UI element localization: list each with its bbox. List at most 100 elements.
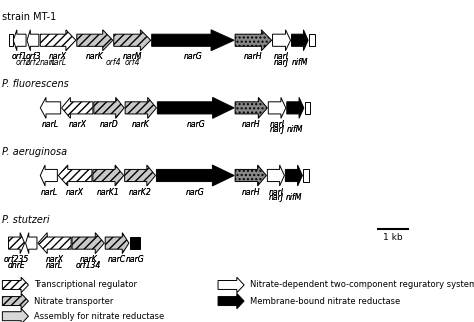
Text: narX: narX xyxy=(68,120,86,129)
Text: narG: narG xyxy=(186,187,205,196)
Text: Assembly for nitrate reductase: Assembly for nitrate reductase xyxy=(34,312,164,321)
Polygon shape xyxy=(105,232,129,254)
Polygon shape xyxy=(2,277,28,293)
Text: narL: narL xyxy=(40,58,57,67)
Polygon shape xyxy=(27,30,39,51)
Text: narH: narH xyxy=(241,187,260,196)
Text: orf2: orf2 xyxy=(16,58,31,67)
Text: narL: narL xyxy=(40,187,57,196)
Polygon shape xyxy=(218,277,244,293)
Polygon shape xyxy=(40,98,61,118)
Polygon shape xyxy=(125,98,156,118)
Text: narG: narG xyxy=(126,255,145,264)
Polygon shape xyxy=(58,165,92,186)
Text: narI: narI xyxy=(268,187,283,196)
Polygon shape xyxy=(26,232,37,254)
Polygon shape xyxy=(40,30,76,51)
Polygon shape xyxy=(2,308,28,322)
Text: narJ: narJ xyxy=(270,125,284,134)
Text: narG: narG xyxy=(186,120,205,129)
Text: orf134: orf134 xyxy=(75,261,101,270)
Text: narM: narM xyxy=(122,52,142,61)
Text: orf3: orf3 xyxy=(25,52,41,61)
Text: narM: narM xyxy=(122,52,142,61)
Polygon shape xyxy=(285,165,302,186)
Polygon shape xyxy=(9,232,25,254)
Text: narX: narX xyxy=(49,52,67,61)
Polygon shape xyxy=(72,232,104,254)
Text: Membrane-bound nitrate reductase: Membrane-bound nitrate reductase xyxy=(250,297,400,306)
Text: narC: narC xyxy=(108,255,126,264)
Text: narI: narI xyxy=(270,120,284,129)
Bar xyxy=(309,34,315,46)
Text: narK: narK xyxy=(79,255,97,264)
Text: narK: narK xyxy=(132,120,150,129)
Text: narL: narL xyxy=(46,261,63,270)
Text: narJ: narJ xyxy=(274,58,289,67)
Bar xyxy=(9,34,13,46)
Polygon shape xyxy=(267,165,284,186)
Text: narH: narH xyxy=(244,52,263,61)
Text: Nitrate transporter: Nitrate transporter xyxy=(34,297,113,306)
Polygon shape xyxy=(235,98,267,118)
Text: narK1: narK1 xyxy=(97,187,119,196)
Text: orf235: orf235 xyxy=(4,255,29,264)
Polygon shape xyxy=(157,98,234,118)
Text: narD: narD xyxy=(100,120,118,129)
Polygon shape xyxy=(77,30,113,51)
Text: nifM: nifM xyxy=(286,193,302,202)
Text: narJ: narJ xyxy=(268,193,283,202)
Polygon shape xyxy=(2,293,28,309)
Text: narK: narK xyxy=(86,52,104,61)
Text: narK1: narK1 xyxy=(97,187,119,196)
Text: narJ: narJ xyxy=(270,125,284,134)
Text: narL: narL xyxy=(49,58,67,67)
Polygon shape xyxy=(287,98,304,118)
Polygon shape xyxy=(13,30,26,51)
Text: narK: narK xyxy=(86,52,104,61)
Text: orf4: orf4 xyxy=(125,58,140,67)
Text: narG: narG xyxy=(183,52,202,61)
Bar xyxy=(305,102,310,114)
Text: narX: narX xyxy=(46,255,64,264)
Text: P. stutzeri: P. stutzeri xyxy=(2,214,50,225)
Text: narH: narH xyxy=(242,120,261,129)
Text: narG: narG xyxy=(126,255,145,264)
Polygon shape xyxy=(273,30,291,51)
Text: orf3: orf3 xyxy=(25,52,41,61)
Text: narL: narL xyxy=(46,261,63,270)
Polygon shape xyxy=(156,165,234,186)
Text: nifM: nifM xyxy=(292,58,308,67)
Text: orf4: orf4 xyxy=(106,58,121,67)
Bar xyxy=(303,169,309,182)
Polygon shape xyxy=(94,98,124,118)
Text: narH: narH xyxy=(244,52,263,61)
Text: dnrE: dnrE xyxy=(8,261,26,270)
Text: narG: narG xyxy=(183,52,202,61)
Text: 1 kb: 1 kb xyxy=(383,232,402,242)
Polygon shape xyxy=(152,30,234,51)
Polygon shape xyxy=(40,165,57,186)
Text: nifM: nifM xyxy=(287,125,303,134)
Text: narJ: narJ xyxy=(274,58,289,67)
Text: Nitrate-dependent two-component reguratory system: Nitrate-dependent two-component regurato… xyxy=(250,280,474,289)
Text: narH: narH xyxy=(241,187,260,196)
Text: orf134: orf134 xyxy=(75,261,101,270)
Polygon shape xyxy=(292,30,308,51)
Text: narL: narL xyxy=(42,120,59,129)
Text: narX: narX xyxy=(66,187,84,196)
Text: narX: narX xyxy=(49,52,67,61)
Polygon shape xyxy=(38,232,71,254)
Polygon shape xyxy=(235,165,266,186)
Text: narK: narK xyxy=(79,255,97,264)
Text: narX: narX xyxy=(68,120,86,129)
Text: narL: narL xyxy=(40,187,57,196)
Text: orf1: orf1 xyxy=(12,52,27,61)
Text: nifM: nifM xyxy=(292,58,308,67)
Text: narD: narD xyxy=(100,120,118,129)
Polygon shape xyxy=(235,30,272,51)
Polygon shape xyxy=(268,98,286,118)
Text: P. aeruginosa: P. aeruginosa xyxy=(2,147,67,157)
Text: narH: narH xyxy=(242,120,261,129)
Text: orf235: orf235 xyxy=(4,255,29,264)
